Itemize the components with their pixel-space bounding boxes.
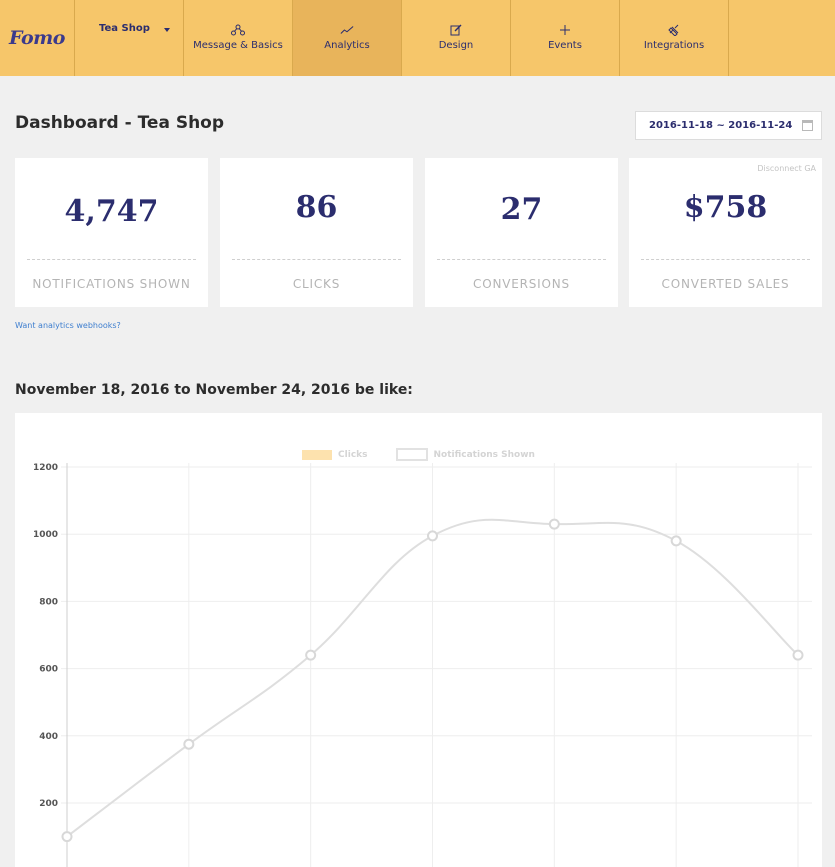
y-tick-label: 200 bbox=[39, 799, 58, 809]
tab-label: Integrations bbox=[643, 40, 705, 51]
tab-label: Design bbox=[438, 40, 474, 51]
plus-icon bbox=[560, 25, 570, 35]
y-tick-label: 1000 bbox=[33, 530, 58, 540]
y-tick-label: 400 bbox=[39, 732, 58, 742]
legend-label: Notifications Shown bbox=[433, 449, 535, 460]
data-point-notifications bbox=[61, 831, 73, 843]
top-nav: Fomo Tea Shop Message & Basics Analytics… bbox=[0, 0, 835, 76]
plug-icon bbox=[668, 24, 679, 36]
data-point-notifications bbox=[427, 530, 438, 542]
stat-card-clicks: 86 CLICKS bbox=[220, 158, 413, 307]
stat-label: CONVERSIONS bbox=[473, 277, 570, 291]
data-point-notifications bbox=[305, 649, 317, 661]
tab-design[interactable]: Design bbox=[402, 0, 511, 76]
stat-value: $758 bbox=[683, 190, 768, 225]
line-chart: 200 400 600 800 1000 1200 bbox=[33, 463, 812, 867]
fomo-logo[interactable]: Fomo bbox=[0, 0, 75, 76]
legend-swatch bbox=[395, 448, 428, 461]
legend-item-notifications[interactable]: Notifications Shown bbox=[395, 448, 535, 461]
chart-legend: Clicks Notifications Shown bbox=[15, 448, 822, 461]
tab-events[interactable]: Events bbox=[511, 0, 620, 76]
network-icon bbox=[231, 24, 245, 36]
legend-item-clicks[interactable]: Clicks bbox=[302, 449, 368, 460]
chevron-down-icon bbox=[164, 28, 170, 32]
divider bbox=[232, 259, 401, 260]
y-tick-label: 1200 bbox=[33, 463, 58, 473]
stat-value: 4,747 bbox=[64, 194, 159, 229]
data-point-notifications bbox=[670, 535, 682, 547]
divider bbox=[641, 259, 810, 260]
date-range-value: 2016-11-18 ~ 2016-11-24 bbox=[649, 120, 793, 131]
divider bbox=[437, 259, 606, 260]
stat-card-conversions: 27 CONVERSIONS bbox=[425, 158, 618, 307]
tab-integrations[interactable]: Integrations bbox=[620, 0, 729, 76]
data-point-notifications bbox=[183, 738, 195, 750]
legend-swatch bbox=[302, 449, 333, 460]
trend-line-icon bbox=[340, 26, 354, 34]
page-title: Dashboard - Tea Shop bbox=[15, 113, 225, 133]
stat-label: CLICKS bbox=[292, 277, 341, 291]
tab-message-basics[interactable]: Message & Basics bbox=[184, 0, 293, 76]
tab-label: Message & Basics bbox=[193, 40, 283, 51]
store-selector[interactable]: Tea Shop bbox=[75, 0, 184, 76]
stat-value: 86 bbox=[295, 190, 338, 225]
nav-spacer bbox=[729, 0, 835, 76]
data-point-notifications bbox=[548, 518, 560, 530]
stat-label: NOTIFICATIONS SHOWN bbox=[32, 277, 191, 291]
tab-label: Events bbox=[548, 40, 582, 51]
y-tick-label: 800 bbox=[39, 597, 58, 607]
calendar-icon bbox=[802, 120, 813, 131]
stat-card-notifications: 4,747 NOTIFICATIONS SHOWN bbox=[15, 158, 208, 307]
tab-analytics[interactable]: Analytics bbox=[293, 0, 402, 76]
chart-heading: November 18, 2016 to November 24, 2016 b… bbox=[15, 382, 413, 398]
chart-panel: Clicks Notifications Shown 200 400 600 800 1… bbox=[15, 413, 822, 867]
edit-icon bbox=[450, 24, 462, 36]
data-point-notifications bbox=[792, 649, 804, 661]
stat-card-sales: Disconnect GA $758 CONVERTED SALES bbox=[629, 158, 822, 307]
legend-label: Clicks bbox=[338, 449, 368, 460]
webhooks-link[interactable]: Want analytics webhooks? bbox=[15, 321, 121, 330]
disconnect-ga-link[interactable]: Disconnect GA bbox=[757, 164, 816, 173]
stat-label: CONVERTED SALES bbox=[661, 277, 790, 291]
store-name: Tea Shop bbox=[99, 23, 150, 34]
date-range-picker[interactable]: 2016-11-18 ~ 2016-11-24 bbox=[635, 111, 822, 140]
tab-label: Analytics bbox=[324, 40, 370, 51]
y-tick-label: 600 bbox=[39, 665, 58, 675]
divider bbox=[27, 259, 196, 260]
stat-value: 27 bbox=[500, 192, 543, 227]
